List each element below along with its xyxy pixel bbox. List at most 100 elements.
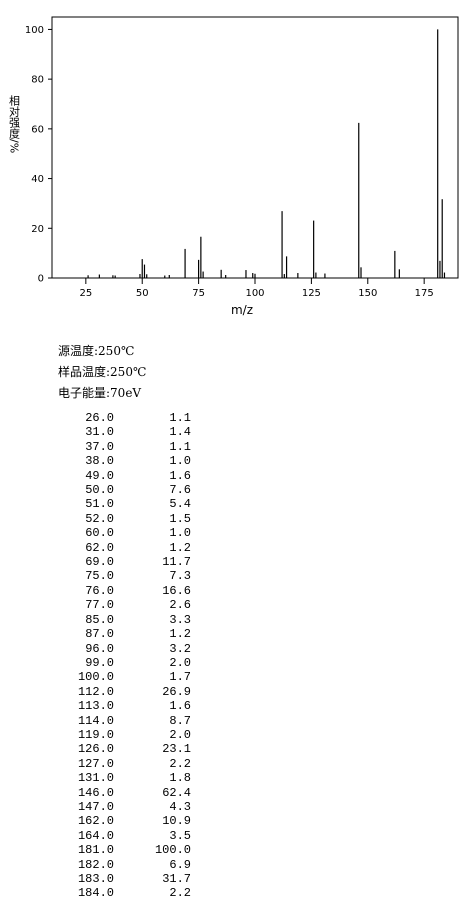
mz-cell: 119.0 bbox=[77, 727, 114, 742]
intensity-cell: 1.0 bbox=[169, 526, 191, 541]
mz-cell: 184.0 bbox=[77, 886, 114, 901]
intensity-cell: 16.6 bbox=[162, 583, 191, 598]
mz-cell: 26.0 bbox=[85, 411, 114, 425]
table-row: 76.0 16.6 bbox=[60, 584, 191, 598]
mz-cell: 49.0 bbox=[85, 468, 114, 483]
intensity-cell: 11.7 bbox=[162, 555, 191, 570]
y-tick-label: 0 bbox=[38, 274, 44, 285]
table-row: 164.0 3.5 bbox=[60, 829, 191, 843]
x-tick-label: 100 bbox=[245, 288, 264, 299]
x-tick-label: 175 bbox=[415, 288, 434, 299]
intensity-cell: 1.2 bbox=[169, 540, 191, 555]
table-row: 181.0 100.0 bbox=[60, 843, 191, 857]
mz-cell: 181.0 bbox=[77, 843, 114, 858]
table-row: 146.0 62.4 bbox=[60, 786, 191, 800]
mz-cell: 182.0 bbox=[77, 857, 114, 872]
intensity-cell: 1.5 bbox=[169, 511, 191, 526]
mz-cell: 52.0 bbox=[85, 511, 114, 526]
intensity-cell: 100.0 bbox=[154, 843, 191, 858]
mz-cell: 126.0 bbox=[77, 742, 114, 757]
chart: m/z 相对强度/% 0 20 40 60 80 100 25 50 75 100 125 150 17… bbox=[8, 16, 459, 317]
intensity-cell: 26.9 bbox=[162, 684, 191, 699]
condition: 源温度:250℃ bbox=[58, 344, 135, 358]
intensity-cell: 1.2 bbox=[169, 627, 191, 642]
x-tick-label: 150 bbox=[358, 288, 377, 299]
table-row: 162.0 10.9 bbox=[60, 814, 191, 828]
mz-cell: 147.0 bbox=[77, 799, 114, 814]
mz-cell: 96.0 bbox=[85, 641, 114, 656]
mz-cell: 51.0 bbox=[85, 497, 114, 512]
intensity-cell: 1.1 bbox=[169, 439, 191, 454]
intensity-cell: 2.6 bbox=[169, 598, 191, 613]
table-row: 38.0 1.0 bbox=[60, 454, 191, 468]
table-row: 126.0 23.1 bbox=[60, 742, 191, 756]
mz-cell: 38.0 bbox=[85, 454, 114, 469]
mz-cell: 69.0 bbox=[85, 555, 114, 570]
y-tick-label: 60 bbox=[31, 124, 44, 135]
x-axis-label: m/z bbox=[231, 303, 253, 317]
mz-cell: 60.0 bbox=[85, 526, 114, 541]
table-row: 87.0 1.2 bbox=[60, 627, 191, 641]
intensity-cell: 8.7 bbox=[169, 713, 191, 728]
table-row: 112.0 26.9 bbox=[60, 685, 191, 699]
intensity-cell: 2.0 bbox=[169, 655, 191, 670]
intensity-cell: 1.6 bbox=[169, 699, 191, 714]
y-tick-label: 80 bbox=[31, 75, 44, 86]
mz-cell: 31.0 bbox=[85, 425, 114, 440]
table-row: 183.0 31.7 bbox=[60, 872, 191, 886]
intensity-cell: 1.7 bbox=[169, 670, 191, 685]
intensity-cell: 2.2 bbox=[169, 886, 191, 901]
intensity-cell: 2.2 bbox=[169, 756, 191, 771]
intensity-cell: 10.9 bbox=[162, 814, 191, 829]
peak-table: 26.0 1.1 31.0 1.4 37.0 1.1 38.0 1.0 49.0 1.6 50.0 7… bbox=[60, 411, 191, 901]
mz-cell: 112.0 bbox=[77, 684, 114, 699]
condition: 电子能量:70eV bbox=[58, 386, 142, 400]
table-row: 50.0 7.6 bbox=[60, 483, 191, 497]
intensity-cell: 2.0 bbox=[169, 727, 191, 742]
intensity-cell: 6.9 bbox=[169, 857, 191, 872]
table-row: 49.0 1.6 bbox=[60, 469, 191, 483]
intensity-cell: 1.4 bbox=[169, 425, 191, 440]
x-tick-label: 75 bbox=[192, 288, 205, 299]
table-row: 127.0 2.2 bbox=[60, 757, 191, 771]
mz-cell: 62.0 bbox=[85, 540, 114, 555]
table-row: 77.0 2.6 bbox=[60, 598, 191, 612]
mz-cell: 183.0 bbox=[77, 872, 114, 886]
x-tick-label: 25 bbox=[79, 288, 92, 299]
y-axis-label: 相对强度/% bbox=[8, 95, 21, 153]
intensity-cell: 23.1 bbox=[162, 742, 191, 757]
table-row: 119.0 2.0 bbox=[60, 728, 191, 742]
table-row: 114.0 8.7 bbox=[60, 714, 191, 728]
table-row: 26.0 1.1 bbox=[60, 411, 191, 425]
intensity-cell: 3.2 bbox=[169, 641, 191, 656]
y-tick-label: 40 bbox=[31, 174, 44, 185]
table-row: 99.0 2.0 bbox=[60, 656, 191, 670]
intensity-cell: 31.7 bbox=[162, 872, 191, 886]
y-tick-label: 100 bbox=[25, 25, 44, 36]
table-row: 100.0 1.7 bbox=[60, 670, 191, 684]
intensity-cell: 7.3 bbox=[169, 569, 191, 584]
mz-cell: 99.0 bbox=[85, 655, 114, 670]
mz-cell: 75.0 bbox=[85, 569, 114, 584]
mz-cell: 162.0 bbox=[77, 814, 114, 829]
table-row: 113.0 1.6 bbox=[60, 699, 191, 713]
mz-cell: 113.0 bbox=[77, 699, 114, 714]
mz-cell: 114.0 bbox=[77, 713, 114, 728]
intensity-cell: 3.3 bbox=[169, 612, 191, 627]
mz-cell: 85.0 bbox=[85, 612, 114, 627]
table-row: 62.0 1.2 bbox=[60, 541, 191, 555]
mz-cell: 127.0 bbox=[77, 756, 114, 771]
y-tick-label: 20 bbox=[31, 224, 44, 235]
table-row: 52.0 1.5 bbox=[60, 512, 191, 526]
table-row: 31.0 1.4 bbox=[60, 425, 191, 439]
table-row: 96.0 3.2 bbox=[60, 642, 191, 656]
mz-cell: 50.0 bbox=[85, 483, 114, 498]
x-tick-label: 50 bbox=[136, 288, 149, 299]
intensity-cell: 1.1 bbox=[169, 411, 191, 425]
mz-cell: 100.0 bbox=[77, 670, 114, 685]
table-row: 184.0 2.2 bbox=[60, 886, 191, 900]
mz-cell: 87.0 bbox=[85, 627, 114, 642]
x-tick-label: 125 bbox=[302, 288, 321, 299]
table-row: 147.0 4.3 bbox=[60, 800, 191, 814]
